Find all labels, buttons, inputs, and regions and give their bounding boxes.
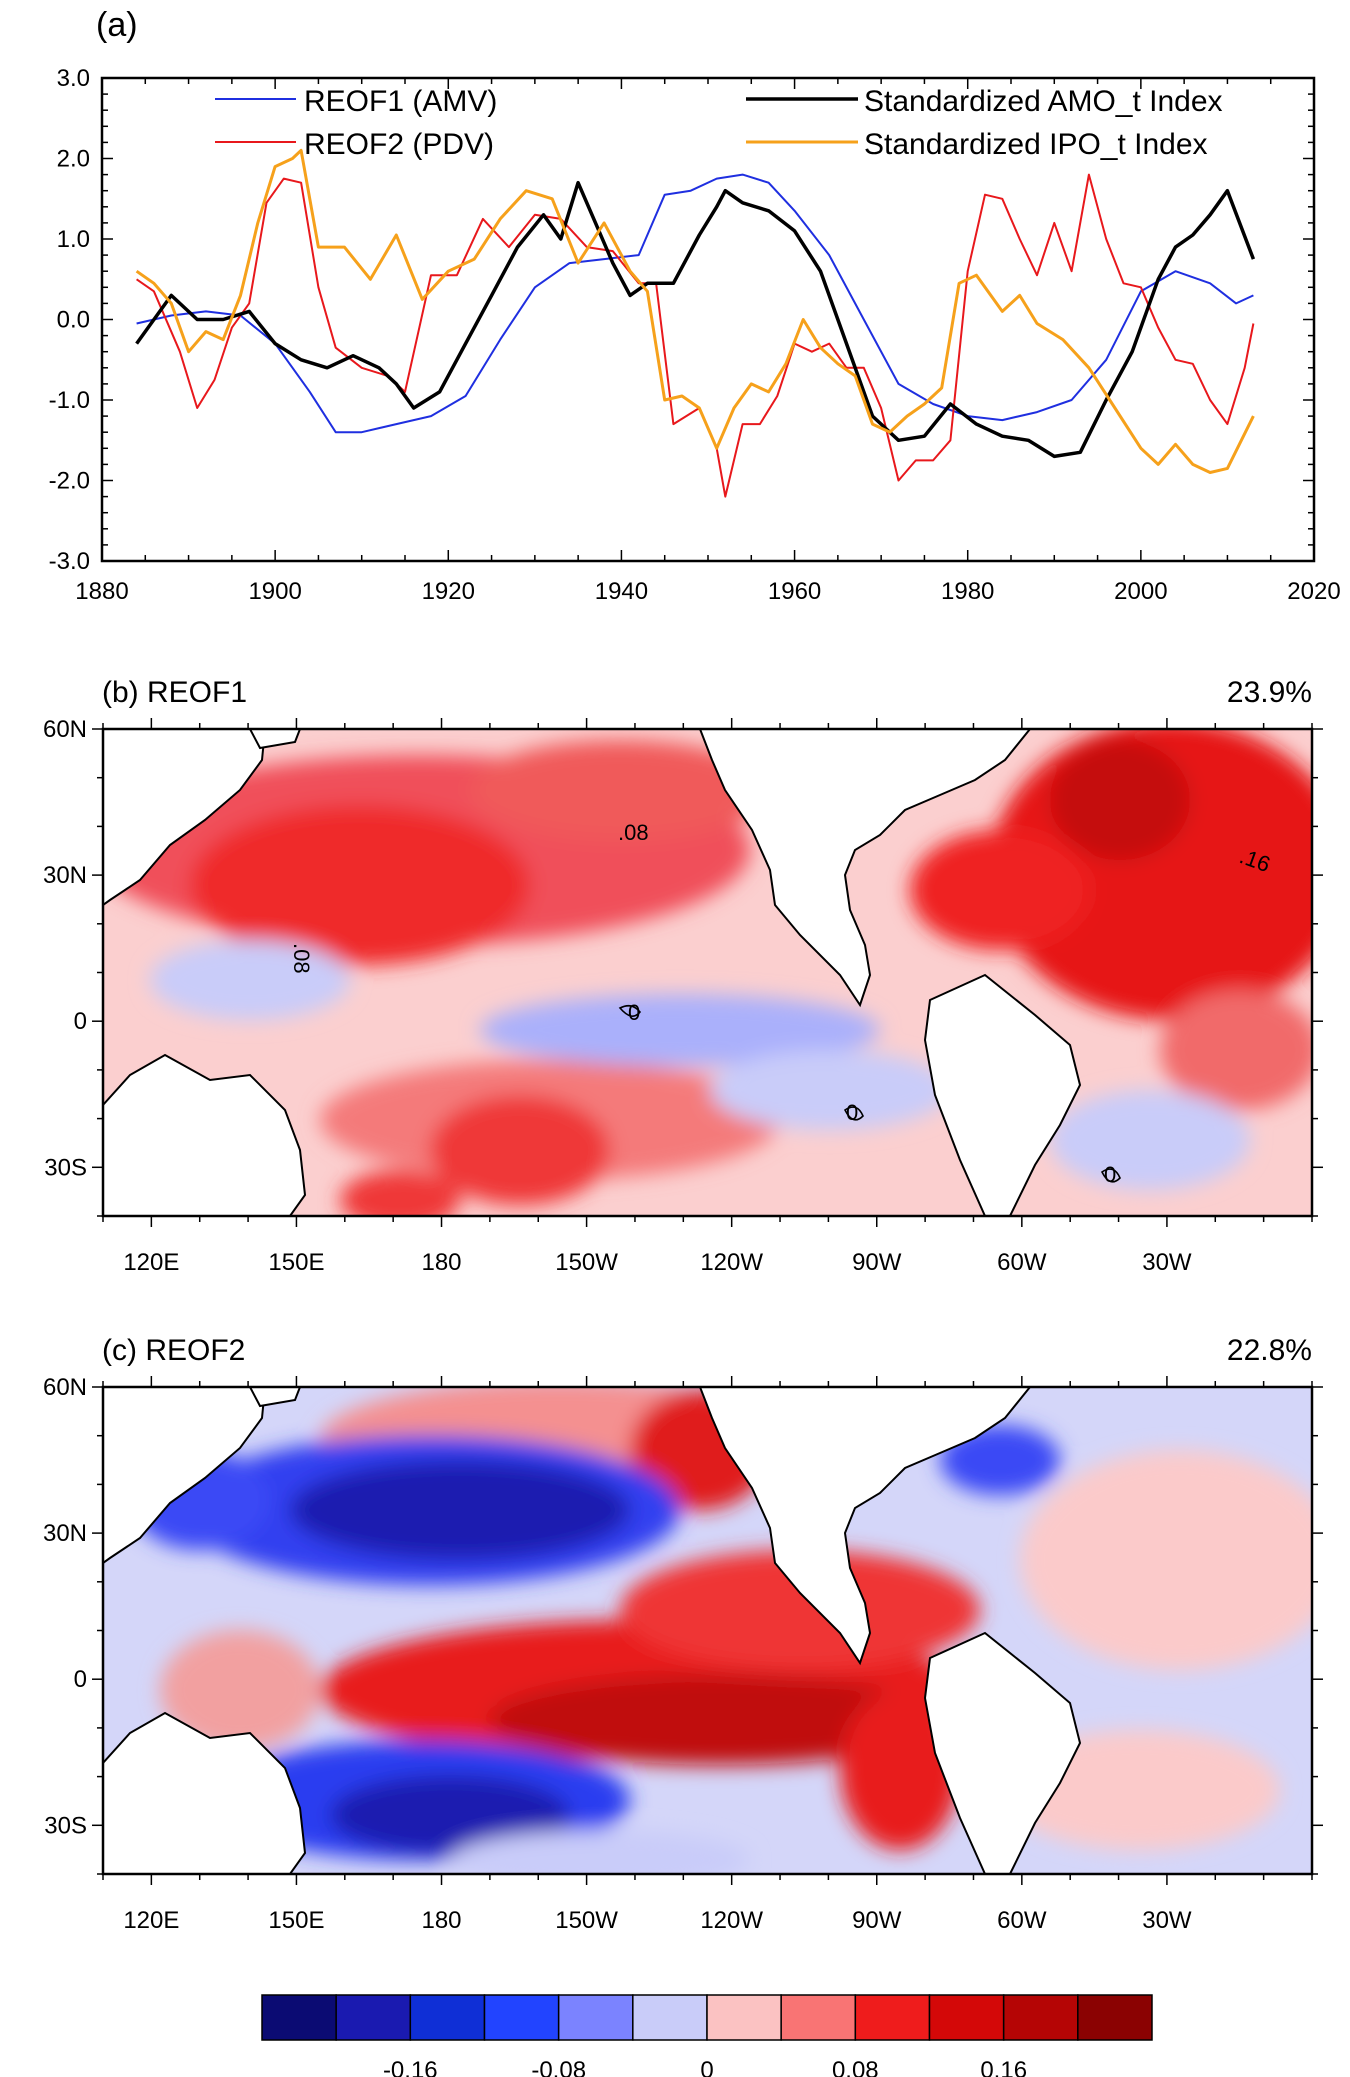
y-tick-label: 2.0	[57, 146, 90, 173]
lat-tick-label: 30N	[43, 862, 87, 889]
y-tick-label: 1.0	[57, 226, 90, 253]
land-north-america	[285, 729, 1032, 1008]
legend-label-amo: Standardized AMO_t Index	[864, 85, 1223, 118]
colorbar-swatch	[409, 1994, 486, 2041]
lon-tick-label: 150E	[268, 1907, 324, 1934]
legend-label-ipo: Standardized IPO_t Index	[864, 128, 1208, 161]
colorbar-tick-label: -0.08	[531, 2057, 586, 2077]
colorbar-swatch	[261, 1994, 337, 2041]
panel-c-label: (c) REOF2	[102, 1334, 245, 1367]
contour-label: 0	[628, 1000, 640, 1025]
y-tick-label: -1.0	[49, 387, 90, 414]
series-line-2	[135, 180, 1256, 459]
contour-label: 0	[846, 1100, 858, 1125]
x-tick-label: 2020	[1287, 578, 1340, 605]
colorbar-tick-label: 0.08	[832, 2057, 879, 2077]
lon-tick-label: 60W	[997, 1907, 1047, 1934]
panel-b-label: (b) REOF1	[102, 676, 247, 709]
lat-tick-label: 30S	[44, 1812, 87, 1839]
x-tick-label: 1980	[941, 578, 994, 605]
panel-c-reof2-map: (c) REOF2 22.8%	[43, 1334, 1323, 1934]
panel-a-label: (a)	[96, 6, 138, 44]
lon-tick-label: 120W	[700, 1249, 763, 1276]
series-line-0	[136, 173, 1254, 434]
land-masses	[103, 729, 1082, 1216]
lat-tick-label: 0	[74, 1666, 87, 1693]
lon-tick-label: 150E	[268, 1249, 324, 1276]
colorbar-swatch	[335, 1994, 412, 2041]
series-line-1	[136, 173, 1255, 498]
map-c-field	[103, 1387, 1312, 1874]
legend-label-reof1: REOF1 (AMV)	[304, 85, 497, 118]
contour-label: .08	[289, 943, 314, 974]
field-anomalies	[103, 729, 1312, 1216]
legend-label-reof2: REOF2 (PDV)	[304, 128, 494, 161]
y-tick-label: -2.0	[49, 468, 90, 495]
colorbar-swatch	[1077, 1994, 1153, 2041]
x-tick-label: 1960	[768, 578, 821, 605]
colorbar-swatch	[557, 1994, 634, 2041]
land-south-america	[923, 973, 1082, 1216]
land-australia	[103, 1053, 307, 1216]
colorbar-swatch	[854, 1994, 931, 2041]
y-tick-label: 0.0	[57, 307, 90, 334]
lon-tick-label: 60W	[997, 1249, 1047, 1276]
lat-tick-label: 30S	[44, 1154, 87, 1181]
land-south-america	[923, 1631, 1082, 1874]
lat-tick-label: 30N	[43, 1520, 87, 1547]
lat-tick-label: 60N	[43, 716, 87, 743]
land-kamchatka	[248, 1387, 302, 1408]
land-kamchatka	[248, 729, 302, 750]
colorbar-swatch	[1002, 1994, 1079, 2041]
panel-a-time-series: (a) 1880 1900 1920 1940 1960 1980 2000 2020 -3.0…	[49, 6, 1341, 605]
colorbar-swatch	[928, 1994, 1005, 2041]
colorbar-tick-label: 0.16	[980, 2057, 1027, 2077]
colorbar-tick-label: 0	[700, 2057, 713, 2077]
land-masses	[103, 1387, 1082, 1874]
colorbar-tick-label: -0.16	[383, 2057, 438, 2077]
colorbar-swatch	[483, 1994, 560, 2041]
x-tick-label: 1900	[248, 578, 301, 605]
series-lines	[135, 148, 1256, 498]
lon-tick-label: 120E	[123, 1907, 179, 1934]
lon-tick-label: 90W	[852, 1907, 902, 1934]
lon-tick-label: 120E	[123, 1249, 179, 1276]
series-line-3	[135, 148, 1255, 474]
x-tick-label: 1880	[75, 578, 128, 605]
map-b-axes: 120E 150E 180 150W 120W 90W 60W 30W 60N 30N 0 30S	[43, 716, 1323, 1276]
axes-a: 1880 1900 1920 1940 1960 1980 2000 2020 -3.0 -2.0…	[49, 65, 1341, 605]
lon-tick-label: 150W	[555, 1249, 618, 1276]
map-c-axes: 120E 150E 180 150W 120W 90W 60W 30W 60N 30N 0 30S	[43, 1374, 1323, 1934]
x-tick-label: 1920	[422, 578, 475, 605]
zero-contours	[618, 1004, 1121, 1183]
panel-b-variance: 23.9%	[1227, 676, 1312, 709]
legend: REOF1 (AMV) REOF2 (PDV) Standardized AMO…	[215, 85, 1223, 161]
lon-tick-label: 180	[421, 1907, 461, 1934]
map-b-field: .08 .08 .16 0 0 0	[103, 729, 1312, 1216]
lon-tick-label: 90W	[852, 1249, 902, 1276]
colorbar-swatch	[780, 1994, 857, 2041]
panel-c-variance: 22.8%	[1227, 1334, 1312, 1367]
lon-tick-label: 30W	[1142, 1907, 1192, 1934]
colorbar: -0.16 -0.08 0 0.08 0.16	[261, 1994, 1153, 2077]
lon-tick-label: 180	[421, 1249, 461, 1276]
colorbar-swatch	[706, 1994, 782, 2041]
lat-tick-label: 0	[74, 1008, 87, 1035]
y-tick-label: -3.0	[49, 548, 90, 575]
land-australia	[103, 1711, 307, 1874]
lat-tick-label: 60N	[43, 1374, 87, 1401]
contour-label: 0	[1104, 1162, 1116, 1187]
panel-b-reof1-map: (b) REOF1 23.9%	[43, 676, 1323, 1276]
lon-tick-label: 150W	[555, 1907, 618, 1934]
x-tick-label: 2000	[1114, 578, 1167, 605]
y-tick-label: 3.0	[57, 65, 90, 92]
colorbar-swatch	[632, 1994, 708, 2041]
land-north-america	[285, 1387, 1032, 1666]
lon-tick-label: 120W	[700, 1907, 763, 1934]
x-tick-label: 1940	[595, 578, 648, 605]
contour-label: .08	[618, 820, 649, 845]
lon-tick-label: 30W	[1142, 1249, 1192, 1276]
